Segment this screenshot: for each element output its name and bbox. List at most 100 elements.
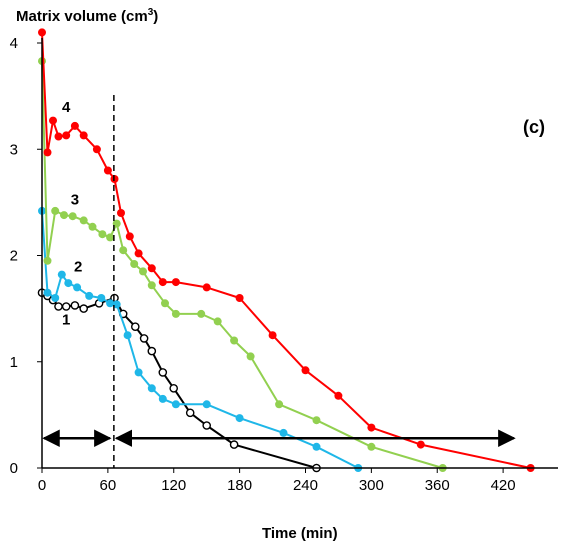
- data-point-1: [229, 440, 239, 449]
- data-point-4: [202, 283, 211, 292]
- data-point-3: [119, 246, 128, 255]
- data-point-4: [117, 209, 125, 217]
- x-tick-label: 120: [161, 477, 186, 494]
- data-point-4: [235, 294, 244, 302]
- x-tick-label: 300: [359, 477, 384, 494]
- data-point-4: [134, 249, 143, 258]
- data-point-3: [68, 212, 77, 221]
- data-point-3: [230, 336, 239, 345]
- data-point-3: [51, 206, 60, 215]
- data-point-2: [171, 400, 180, 409]
- data-point-4: [92, 145, 101, 154]
- data-point-2: [123, 331, 132, 340]
- data-point-3: [171, 309, 180, 318]
- data-point-1: [202, 421, 211, 430]
- series-line-1: [41, 291, 317, 469]
- y-tick-label: 1: [10, 354, 18, 371]
- data-point-4: [79, 131, 88, 140]
- axis-layer: 0 60 120 180 240 300 360 420 0 1 2 3 4: [10, 35, 558, 494]
- data-point-4: [147, 264, 156, 273]
- data-point-4: [268, 331, 277, 340]
- data-point-2: [51, 294, 60, 302]
- data-point-4: [38, 28, 46, 37]
- data-point-3: [112, 219, 121, 228]
- data-point-1: [158, 368, 168, 377]
- y-axis-title-sup: 3: [147, 7, 154, 18]
- data-point-3: [147, 281, 156, 290]
- y-axis-title-text: Matrix volume (cm: [16, 8, 148, 25]
- series-line-2: [41, 210, 359, 469]
- y-axis-title: Matrix volume (cm3): [16, 7, 158, 25]
- series-line-3: [41, 61, 443, 469]
- data-point-1: [185, 408, 195, 418]
- x-tick-label: 420: [491, 477, 516, 494]
- data-point-2: [43, 288, 52, 297]
- x-tick-label: 240: [293, 477, 318, 494]
- data-point-3: [161, 299, 169, 308]
- x-tick-label: 180: [227, 477, 252, 494]
- data-point-1: [147, 346, 157, 356]
- data-point-4: [158, 278, 167, 287]
- data-point-2: [73, 283, 82, 292]
- data-point-2: [202, 400, 211, 409]
- data-point-2: [106, 299, 115, 308]
- data-point-2: [85, 291, 94, 300]
- series-label-4: 4: [62, 99, 71, 116]
- data-point-2: [112, 300, 121, 309]
- data-point-3: [246, 352, 255, 361]
- data-point-4: [301, 366, 310, 375]
- data-point-3: [60, 211, 68, 220]
- data-point-2: [57, 270, 66, 279]
- data-point-2: [97, 294, 106, 302]
- series-line-4: [41, 32, 531, 469]
- data-point-1: [169, 383, 178, 393]
- y-tick-label: 0: [10, 460, 18, 477]
- y-tick-label: 4: [10, 35, 18, 52]
- x-tick-label: 0: [38, 477, 46, 494]
- y-tick-label: 3: [10, 141, 18, 158]
- data-point-1: [130, 322, 140, 332]
- data-point-3: [139, 267, 147, 276]
- data-point-4: [49, 116, 57, 125]
- data-point-4: [125, 232, 134, 241]
- series-label-1: 1: [62, 312, 70, 329]
- data-point-3: [275, 400, 284, 409]
- data-point-2: [134, 368, 143, 377]
- data-point-2: [312, 442, 321, 451]
- data-point-2: [147, 384, 156, 393]
- x-axis-title: Time (min): [262, 525, 338, 542]
- data-point-3: [197, 309, 206, 318]
- data-point-4: [43, 148, 52, 157]
- data-point-4: [70, 121, 79, 130]
- data-point-4: [416, 440, 425, 449]
- x-tick-label: 360: [425, 477, 450, 494]
- data-point-2: [158, 394, 167, 403]
- series-layer: [37, 28, 535, 473]
- data-point-3: [312, 416, 321, 425]
- series-label-3: 3: [71, 192, 79, 209]
- y-tick-label: 2: [10, 248, 18, 265]
- data-point-1: [61, 302, 71, 311]
- data-point-1: [139, 334, 149, 343]
- data-point-4: [62, 131, 71, 140]
- panel-label: (c): [523, 117, 545, 137]
- data-point-1: [70, 301, 80, 310]
- data-point-4: [334, 391, 343, 400]
- data-point-1: [54, 302, 63, 311]
- data-point-3: [88, 222, 97, 231]
- data-point-3: [106, 233, 115, 242]
- y-axis-title-close: ): [153, 8, 159, 25]
- data-point-2: [235, 414, 244, 423]
- data-point-4: [171, 278, 180, 287]
- data-point-4: [103, 166, 112, 175]
- data-point-3: [43, 256, 52, 265]
- data-point-2: [279, 428, 288, 437]
- data-point-3: [130, 260, 139, 268]
- data-point-1: [79, 304, 88, 313]
- data-point-4: [367, 423, 376, 432]
- data-point-3: [79, 216, 88, 225]
- data-point-3: [213, 317, 222, 326]
- data-point-3: [367, 442, 376, 451]
- x-tick-label: 60: [100, 477, 117, 494]
